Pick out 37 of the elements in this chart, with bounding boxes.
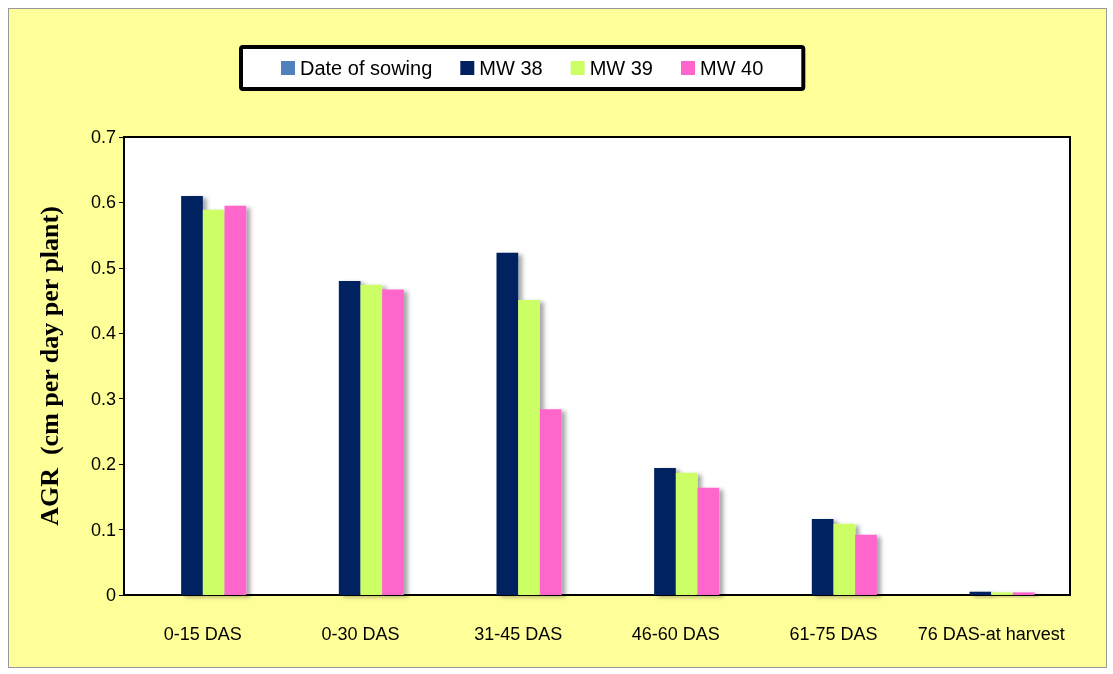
bar <box>496 252 519 595</box>
y-tick-label: 0.7 <box>90 127 116 147</box>
bar <box>991 592 1013 595</box>
y-axis-title: AGR (cm per day per plant) <box>34 206 64 526</box>
y-tick-label: 0.2 <box>90 454 116 475</box>
bar <box>654 468 676 595</box>
y-tick-label: 0.5 <box>90 257 116 278</box>
bar <box>675 472 698 595</box>
y-tick-label: 0.4 <box>90 323 116 344</box>
bar <box>1012 592 1035 595</box>
legend-label: MW 39 <box>589 57 653 79</box>
y-tick-label: 0.1 <box>90 519 116 540</box>
x-tick-label: 0-30 DAS <box>321 624 400 644</box>
x-tick-label: 0-15 DAS <box>163 624 242 644</box>
legend-label: MW 38 <box>479 57 543 79</box>
bar <box>811 519 834 595</box>
bar <box>224 205 247 595</box>
bar <box>539 409 562 595</box>
bar <box>518 299 540 595</box>
y-tick-label: 0.6 <box>90 192 116 213</box>
x-tick-label: 76 DAS-at harvest <box>917 624 1065 644</box>
bar <box>855 534 877 595</box>
y-tick-label: 0 <box>105 585 116 605</box>
bar <box>360 284 383 595</box>
bar <box>969 591 992 595</box>
bar <box>202 209 225 595</box>
bar <box>382 289 404 595</box>
bar <box>833 523 856 595</box>
x-tick-label: 31-45 DAS <box>474 624 563 644</box>
legend-label: Date of sowing <box>300 57 433 79</box>
bar <box>181 195 203 595</box>
legend-label: MW 40 <box>699 57 764 79</box>
x-tick-label: 61-75 DAS <box>789 624 878 644</box>
bar <box>338 280 361 595</box>
bar <box>697 487 720 595</box>
y-tick-label: 0.3 <box>90 388 116 409</box>
x-tick-label: 46-60 DAS <box>631 624 720 644</box>
